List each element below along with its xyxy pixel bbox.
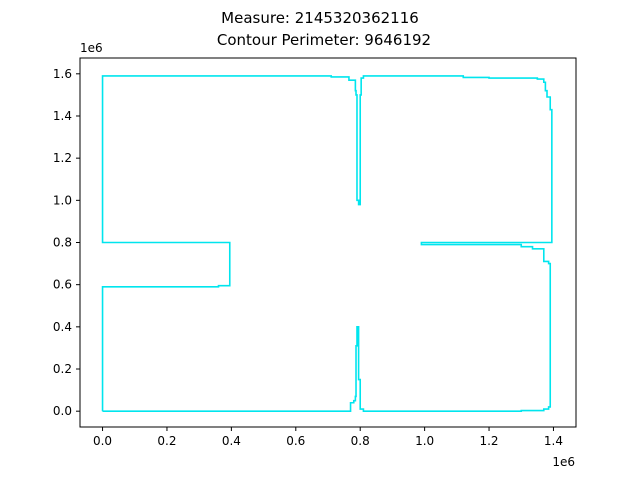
contour-line-0 — [101, 75, 553, 412]
chart-title-measure: Measure: 2145320362116 — [221, 9, 419, 27]
x-axis-offset-label: 1e6 — [552, 455, 575, 469]
x-axis: 0.0 0.2 0.4 0.6 0.8 1.0 1.2 1.4 — [93, 427, 563, 448]
y-tick-label: 0.8 — [53, 236, 72, 250]
y-axis: 0.0 0.2 0.4 0.6 0.8 1.0 1.2 1.4 1.6 — [53, 67, 80, 418]
x-tick-label: 0.8 — [351, 434, 370, 448]
y-tick-label: 0.6 — [53, 278, 72, 292]
y-tick-label: 1.4 — [53, 109, 72, 123]
y-tick-label: 0.0 — [53, 404, 72, 418]
y-tick-label: 1.6 — [53, 67, 72, 81]
y-axis-offset-label: 1e6 — [80, 41, 103, 55]
plot-area — [79, 57, 577, 428]
y-tick-label: 0.2 — [53, 362, 72, 376]
y-tick-label: 1.0 — [53, 193, 72, 207]
x-tick-label: 0.4 — [222, 434, 241, 448]
x-tick-label: 0.0 — [93, 434, 112, 448]
x-tick-label: 1.4 — [544, 434, 563, 448]
x-tick-label: 0.6 — [286, 434, 305, 448]
x-tick-label: 1.2 — [479, 434, 498, 448]
chart-title-perimeter: Contour Perimeter: 9646192 — [217, 31, 431, 49]
y-tick-label: 0.4 — [53, 320, 72, 334]
y-tick-label: 1.2 — [53, 151, 72, 165]
x-tick-label: 1.0 — [415, 434, 434, 448]
x-tick-label: 0.2 — [157, 434, 176, 448]
